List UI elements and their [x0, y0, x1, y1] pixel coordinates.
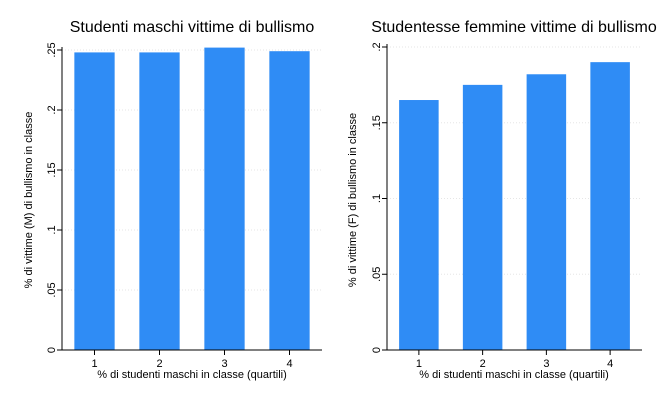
- y-axis-label: % di vittime (F) di bullismo in classe: [347, 113, 359, 287]
- chart-panel-female: Studentesse femmine vittime di bullismo …: [347, 19, 657, 381]
- y-tick-label: .2: [46, 105, 58, 114]
- y-tick-label: 0: [371, 347, 383, 353]
- y-axis-label: % di vittime (M) di bullismo in classe: [23, 112, 35, 289]
- y-tick-label: .15: [46, 162, 58, 177]
- y-tick-label: .1: [371, 194, 383, 203]
- x-tick-label: 4: [607, 358, 613, 370]
- y-tick-label: .2: [371, 42, 383, 51]
- x-tick-label: 3: [543, 358, 549, 370]
- y-tick-label: .15: [371, 115, 383, 130]
- y-tick-label: .05: [371, 267, 383, 282]
- x-tick-label: 4: [286, 358, 292, 370]
- x-axis-label: % di studenti maschi in classe (quartili…: [419, 369, 609, 381]
- bar: [526, 74, 567, 351]
- bar: [204, 47, 245, 350]
- bar: [462, 84, 503, 350]
- bar: [590, 62, 630, 351]
- bar: [139, 52, 180, 351]
- x-tick-label: 1: [416, 358, 422, 370]
- x-tick-label: 2: [156, 358, 162, 370]
- y-tick-label: 0: [46, 347, 58, 353]
- x-tick-label: 3: [221, 358, 227, 370]
- y-tick-label: .05: [46, 282, 58, 297]
- bar: [74, 52, 115, 351]
- x-axis-label: % di studenti maschi in classe (quartili…: [97, 369, 287, 381]
- x-tick-label: 2: [480, 358, 486, 370]
- bar: [399, 100, 439, 351]
- chart-title: Studentesse femmine vittime di bullismo: [371, 19, 657, 36]
- chart-panel-male: Studenti maschi vittime di bullismo % di…: [23, 19, 322, 381]
- y-tick-label: .1: [46, 225, 58, 234]
- x-tick-label: 1: [91, 358, 97, 370]
- y-tick-label: .25: [46, 42, 58, 57]
- chart-title: Studenti maschi vittime di bullismo: [70, 19, 315, 36]
- bar: [269, 51, 310, 350]
